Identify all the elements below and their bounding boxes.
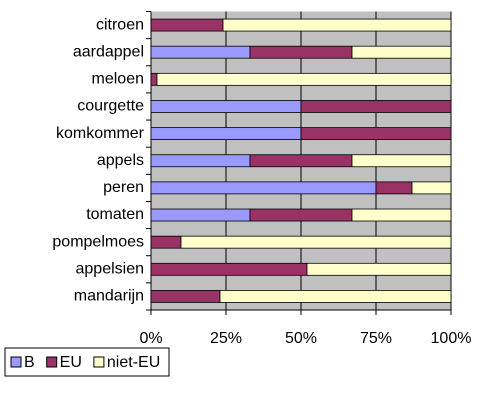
legend-swatch <box>10 356 22 368</box>
bar-segment <box>150 100 302 113</box>
bar-segment <box>249 154 353 168</box>
y-tick-label: peren <box>103 179 144 196</box>
bar-segment <box>351 208 452 222</box>
y-tick-label: appelsien <box>76 261 145 278</box>
bar-segment <box>411 181 452 195</box>
bar-segment <box>375 181 413 195</box>
legend-swatch <box>46 356 58 368</box>
bar-segment <box>150 72 158 86</box>
bar-segment <box>300 127 452 141</box>
legend-swatch <box>93 356 105 368</box>
y-tick-label: citroen <box>96 16 144 33</box>
y-tick-label: meloen <box>92 71 144 88</box>
y-tick-label: appels <box>97 152 144 169</box>
bar-segment <box>150 290 221 303</box>
bar-segment <box>150 181 377 195</box>
bar-segment <box>249 208 353 222</box>
x-tick-label: 50% <box>285 330 317 347</box>
bar-segment <box>150 18 224 32</box>
x-tick-label: 100% <box>431 330 472 347</box>
bar-segment <box>222 18 452 32</box>
bar-segment <box>219 290 452 303</box>
bar-segment <box>150 235 182 249</box>
bar-segment <box>351 154 452 168</box>
bar-segment <box>249 45 353 59</box>
legend <box>4 347 170 377</box>
y-tick-label: aardappel <box>73 43 144 60</box>
legend-label: EU <box>60 354 82 371</box>
y-tick-label: courgette <box>77 98 144 115</box>
x-tick-label: 0% <box>139 330 162 347</box>
y-tick-label: pompelmoes <box>52 233 144 250</box>
bar-segment <box>300 100 452 113</box>
bar-segment <box>306 262 452 276</box>
bar-segment <box>150 154 251 168</box>
x-tick-label: 25% <box>210 330 242 347</box>
bar-segment <box>150 45 251 59</box>
bar-segment <box>180 235 452 249</box>
bar-segment <box>150 208 251 222</box>
y-tick-label: komkommer <box>56 125 145 142</box>
bar-segment <box>156 72 452 86</box>
legend-label: B <box>24 354 35 371</box>
bar-segment <box>150 262 308 276</box>
y-tick-label: mandarijn <box>74 288 144 305</box>
x-tick-label: 75% <box>360 330 392 347</box>
legend-label: niet-EU <box>107 354 160 371</box>
y-tick-label: tomaten <box>86 206 144 223</box>
bar-segment <box>351 45 452 59</box>
bar-segment <box>150 127 302 141</box>
